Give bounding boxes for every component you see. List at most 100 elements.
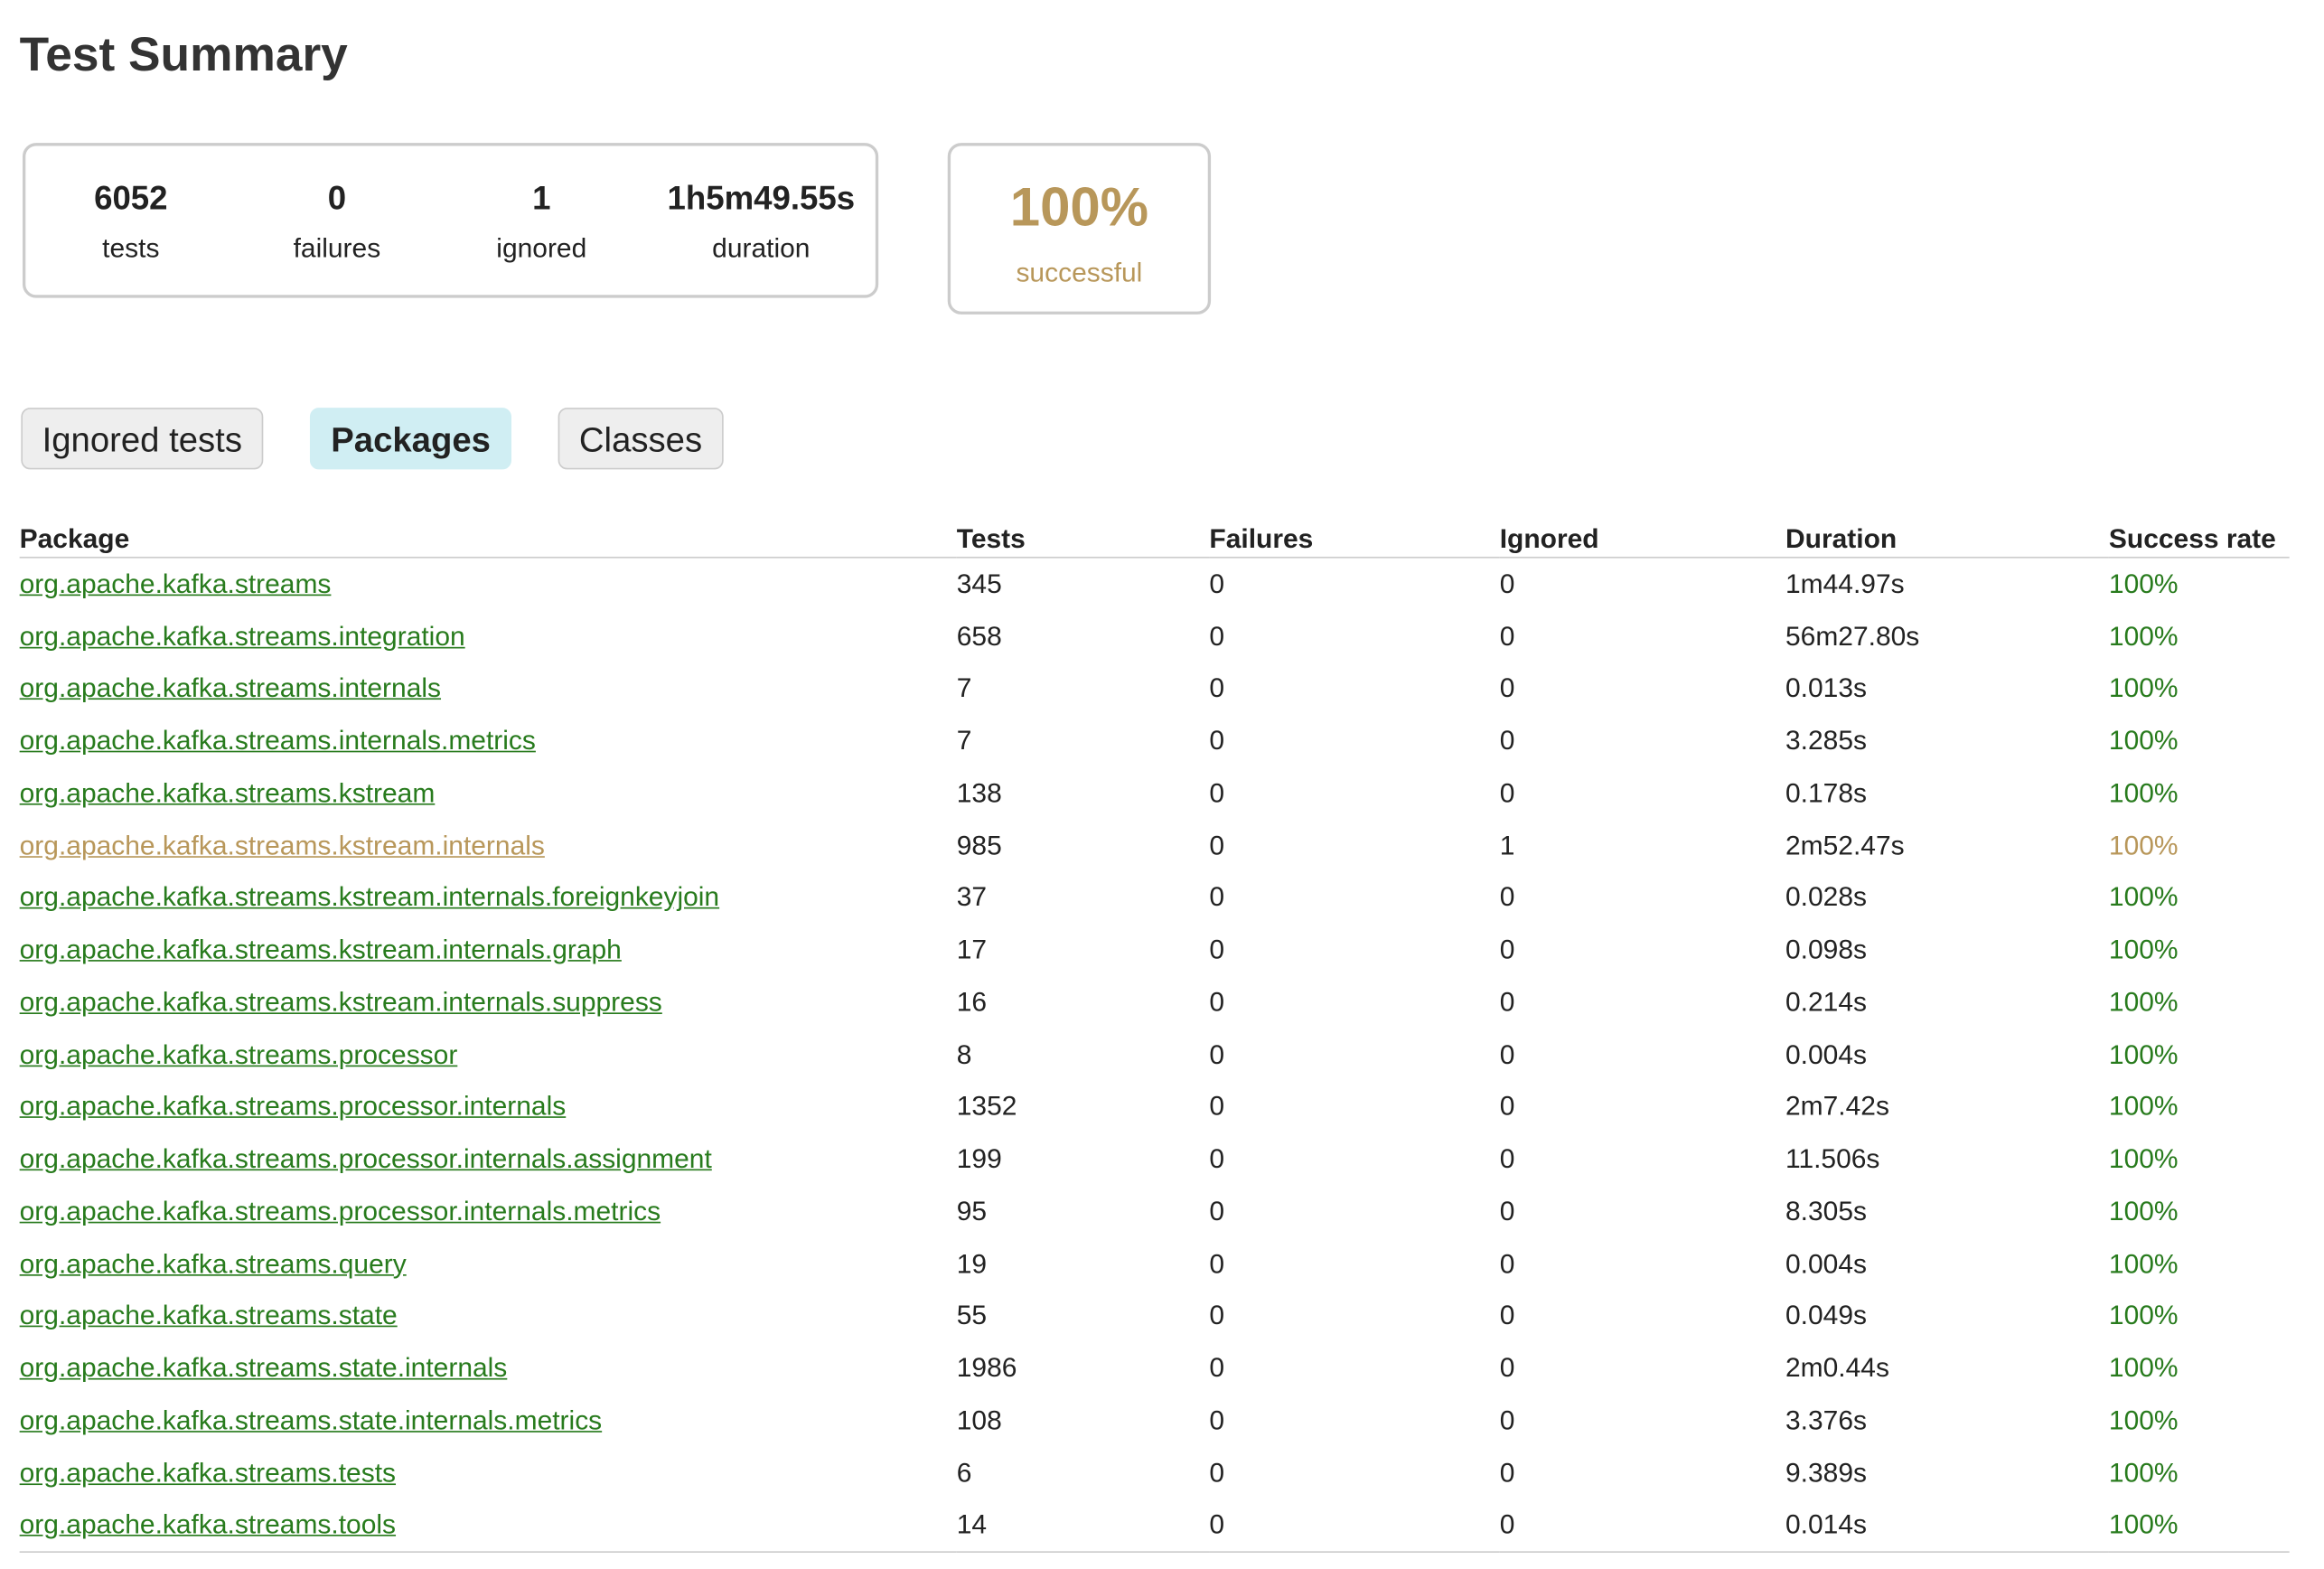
- table-cell: 0.004s: [1785, 1038, 1867, 1069]
- table-cell: 0: [1499, 1248, 1515, 1279]
- package-cell: org.apache.kafka.streams.query: [20, 1238, 957, 1291]
- column-header: Success rate: [2108, 512, 2290, 559]
- column-header: Ignored: [1499, 512, 1785, 559]
- counter-label: tests: [102, 233, 160, 264]
- counter-label: ignored: [496, 233, 587, 264]
- counter: 6052 tests: [11, 179, 251, 265]
- table-cell: 199: [956, 1143, 1002, 1174]
- package-link[interactable]: org.apache.kafka.streams.processor.inter…: [19, 1196, 661, 1226]
- package-link[interactable]: org.apache.kafka.streams.processor.inter…: [19, 1091, 567, 1122]
- table-row: org.apache.kafka.streams.tests 6 0 0 9.389s 1…: [20, 1447, 2290, 1499]
- package-link[interactable]: org.apache.kafka.streams: [19, 568, 332, 599]
- package-link[interactable]: org.apache.kafka.streams.tests: [19, 1457, 397, 1488]
- package-cell: org.apache.kafka.streams.tests: [20, 1447, 957, 1499]
- package-link[interactable]: org.apache.kafka.streams.internals.metri…: [19, 725, 536, 756]
- table-cell: 0: [1209, 1248, 1225, 1279]
- table-cell: 16: [956, 986, 988, 1018]
- success-rate-cell: 100%: [2108, 672, 2179, 704]
- table-cell: 0: [1499, 777, 1515, 808]
- package-cell: org.apache.kafka.streams.kstream.interna…: [20, 976, 957, 1029]
- package-link[interactable]: org.apache.kafka.streams.kstream.interna…: [19, 986, 662, 1018]
- success-rate-cell: 100%: [2108, 1300, 2179, 1331]
- table-row: org.apache.kafka.streams.tools 14 0 0 0.014s…: [19, 1499, 2290, 1554]
- package-link[interactable]: org.apache.kafka.streams.state.internals…: [19, 1405, 603, 1435]
- package-cell: org.apache.kafka.streams.state: [20, 1290, 957, 1342]
- table-row: org.apache.kafka.streams.query 19 0 0 0.004s…: [20, 1238, 2290, 1291]
- package-link[interactable]: org.apache.kafka.streams.processor.inter…: [19, 1143, 712, 1174]
- counter-value: 0: [327, 179, 347, 217]
- success-rate-cell: 100%: [2108, 1248, 2179, 1279]
- table-cell: 108: [956, 1405, 1002, 1435]
- page-title: Test Summary: [19, 26, 348, 81]
- tab[interactable]: Packages: [309, 408, 512, 470]
- success-rate-cell: 100%: [2108, 777, 2179, 808]
- tab[interactable]: Classes: [558, 408, 724, 470]
- table-cell: 0: [1209, 620, 1225, 652]
- table-cell: 0.004s: [1785, 1248, 1867, 1279]
- table-cell: 1986: [956, 1352, 1017, 1384]
- package-cell: org.apache.kafka.streams.processor.inter…: [20, 1186, 957, 1238]
- success-rate-cell: 100%: [2108, 830, 2179, 860]
- table-body: org.apache.kafka.streams 345 0 0 1m44.97s 100…: [19, 558, 2290, 1554]
- package-link[interactable]: org.apache.kafka.streams.tools: [19, 1509, 397, 1540]
- table-row: org.apache.kafka.streams.internals 7 0 0 0.0…: [20, 662, 2290, 715]
- package-link[interactable]: org.apache.kafka.streams.kstream.interna…: [19, 934, 622, 965]
- table-cell: 0: [1499, 1405, 1515, 1435]
- table-row: org.apache.kafka.streams.kstream.interna…: [20, 925, 2290, 977]
- tab[interactable]: Ignored tests: [21, 408, 264, 470]
- success-rate-cell: 100%: [2108, 1091, 2179, 1122]
- table-cell: 658: [956, 620, 1002, 652]
- table-header: Package Tests Failures Ignored Duration Succe…: [19, 512, 2290, 559]
- table-cell: 3.285s: [1785, 725, 1867, 756]
- package-cell: org.apache.kafka.streams.kstream: [20, 767, 957, 820]
- package-link[interactable]: org.apache.kafka.streams.integration: [19, 620, 465, 652]
- package-link[interactable]: org.apache.kafka.streams.internals: [19, 672, 442, 704]
- package-cell: org.apache.kafka.streams.processor.inter…: [20, 1133, 957, 1186]
- table-cell: 0.098s: [1785, 934, 1867, 965]
- success-rate-cell: 100%: [2108, 986, 2179, 1018]
- table-row: org.apache.kafka.streams.state.internals…: [20, 1395, 2290, 1447]
- counter-label: duration: [712, 233, 811, 264]
- package-link[interactable]: org.apache.kafka.streams.processor: [19, 1038, 458, 1069]
- package-cell: org.apache.kafka.streams.kstream.interna…: [20, 872, 957, 925]
- package-link[interactable]: org.apache.kafka.streams.kstream: [19, 777, 436, 808]
- package-link[interactable]: org.apache.kafka.streams.query: [19, 1248, 407, 1279]
- counter-value: 6052: [94, 179, 168, 217]
- table-cell: 2m52.47s: [1785, 830, 1905, 860]
- table-cell: 0: [1209, 1091, 1225, 1122]
- success-rate-cell: 100%: [2108, 1405, 2179, 1435]
- package-cell: org.apache.kafka.streams.kstream.interna…: [20, 925, 957, 977]
- table-cell: 138: [956, 777, 1002, 808]
- table-cell: 0: [1209, 1038, 1225, 1069]
- table-cell: 8: [956, 1038, 972, 1069]
- table-cell: 2m0.44s: [1785, 1352, 1889, 1384]
- table-cell: 0: [1499, 1352, 1515, 1384]
- table-cell: 7: [956, 725, 972, 756]
- table-cell: 0: [1499, 568, 1515, 599]
- table-cell: 7: [956, 672, 972, 704]
- package-cell: org.apache.kafka.streams.processor: [20, 1029, 957, 1081]
- table-row: org.apache.kafka.streams 345 0 0 1m44.97s 100…: [20, 558, 2290, 611]
- table-cell: 0: [1209, 1405, 1225, 1435]
- package-link[interactable]: org.apache.kafka.streams.kstream.interna…: [19, 830, 545, 860]
- table-row: org.apache.kafka.streams.processor.inter…: [20, 1186, 2290, 1238]
- counter: 1h5m49.55s duration: [641, 179, 881, 265]
- package-link[interactable]: org.apache.kafka.streams.state: [19, 1300, 398, 1331]
- table-cell: 11.506s: [1785, 1143, 1880, 1174]
- table-row: org.apache.kafka.streams.kstream 138 0 0 0.1…: [20, 767, 2290, 820]
- package-cell: org.apache.kafka.streams.processor.inter…: [20, 1081, 957, 1133]
- table-cell: 1: [1499, 830, 1515, 860]
- success-rate-cell: 100%: [2108, 620, 2179, 652]
- success-rate-cell: 100%: [2108, 568, 2179, 599]
- table-cell: 95: [956, 1196, 988, 1226]
- package-cell: org.apache.kafka.streams.integration: [20, 610, 957, 662]
- success-rate-cell: 100%: [2108, 882, 2179, 913]
- table-row: org.apache.kafka.streams.processor 8 0 0 0.0…: [20, 1029, 2290, 1081]
- counter-value: 1h5m49.55s: [667, 179, 856, 217]
- counter: 0 failures: [217, 179, 457, 265]
- package-link[interactable]: org.apache.kafka.streams.kstream.interna…: [19, 882, 720, 913]
- package-cell: org.apache.kafka.streams.internals.metri…: [20, 715, 957, 767]
- package-link[interactable]: org.apache.kafka.streams.state.internals: [19, 1352, 508, 1384]
